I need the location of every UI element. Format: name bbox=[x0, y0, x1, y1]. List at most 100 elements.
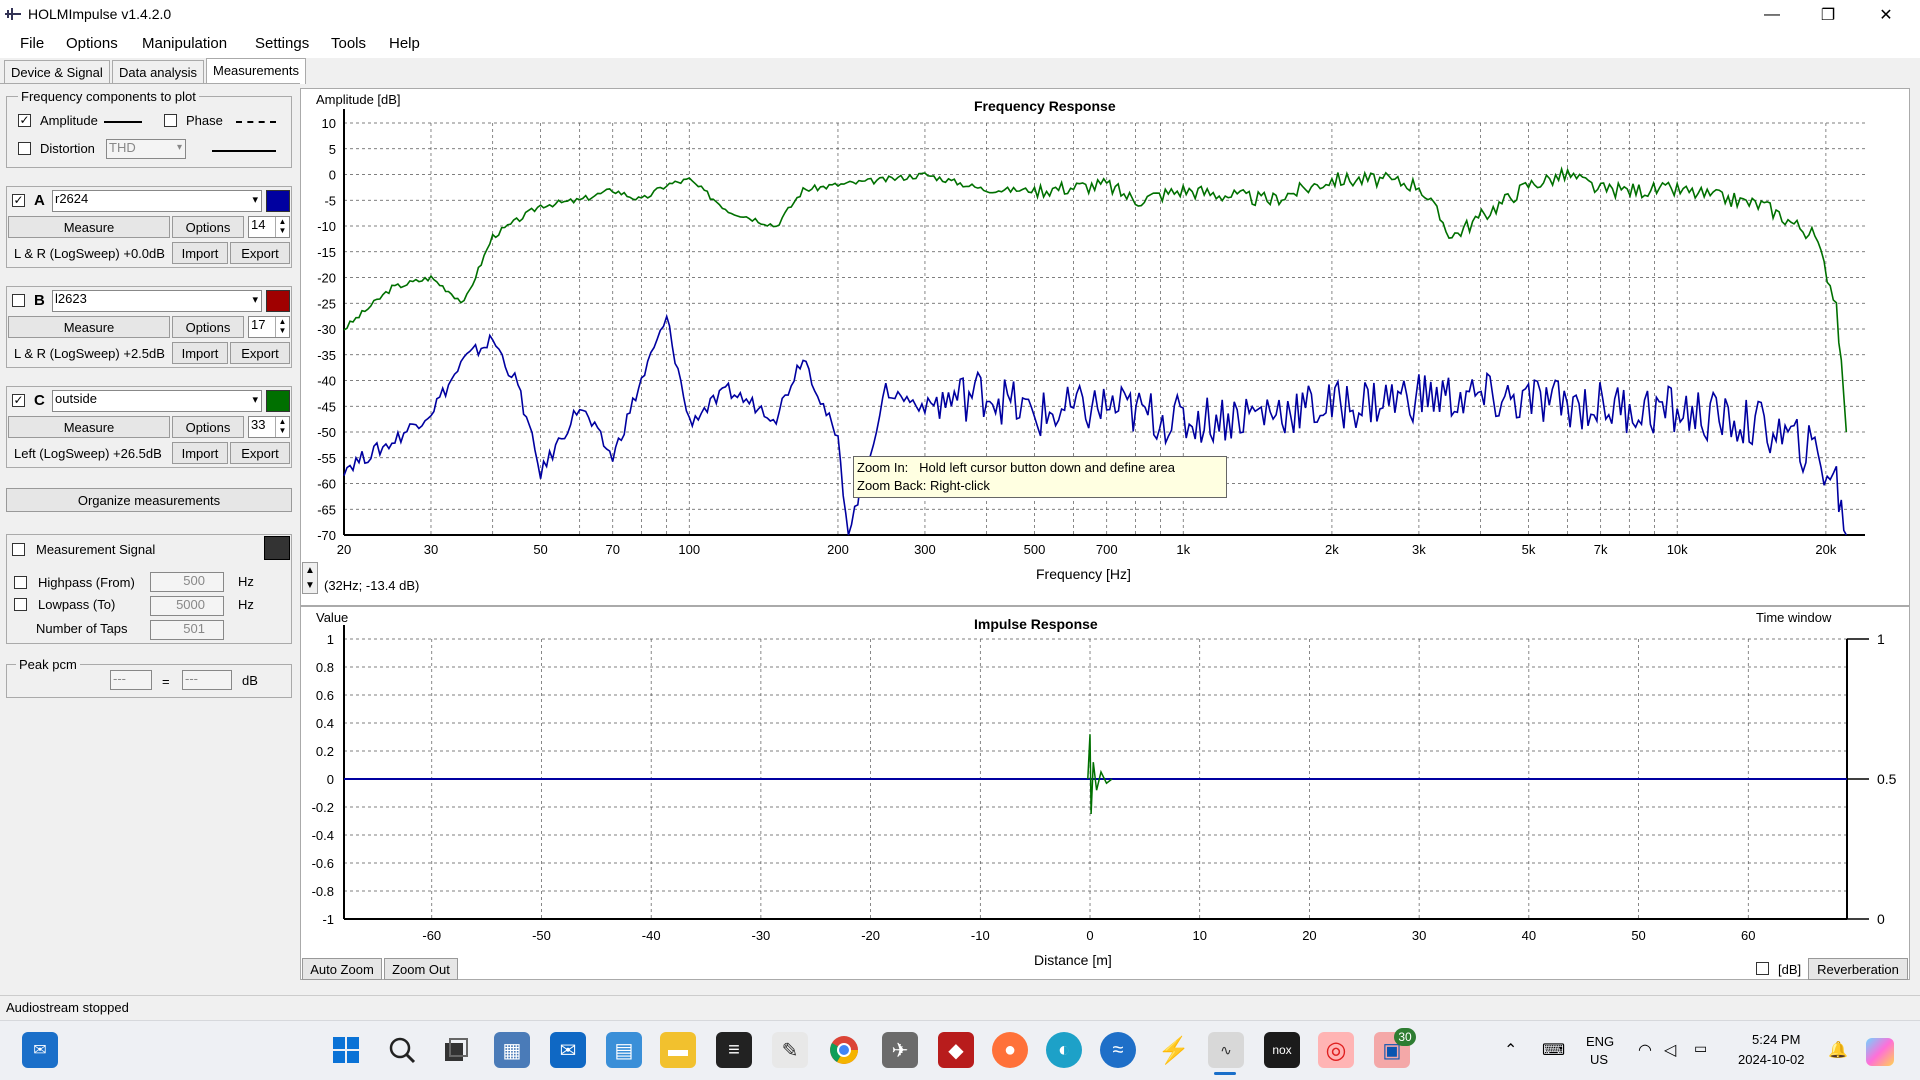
chevron-up-icon[interactable]: ⌃ bbox=[1504, 1042, 1518, 1059]
measurement-b-checkbox[interactable] bbox=[12, 294, 25, 307]
menu-file[interactable]: File bbox=[20, 35, 45, 52]
battery-icon[interactable]: ▭ bbox=[1694, 1040, 1708, 1056]
import-button[interactable]: Import bbox=[172, 342, 228, 364]
keyboard-icon[interactable]: ⌨ bbox=[1542, 1042, 1566, 1059]
highpass-checkbox[interactable] bbox=[14, 576, 27, 589]
calculator-icon[interactable]: ▦ bbox=[494, 1032, 530, 1068]
opera-icon[interactable]: ◎ bbox=[1318, 1032, 1354, 1068]
start-icon[interactable] bbox=[328, 1032, 364, 1068]
organize-measurements-button[interactable]: Organize measurements bbox=[6, 488, 292, 512]
impulse-response-chart[interactable]: -60 -50 -40 -30 -20 -10 0 10 20 30 40 50 6010.80.60.… bbox=[301, 607, 1909, 979]
copilot-icon[interactable] bbox=[1866, 1038, 1894, 1066]
tab-device-signal[interactable]: Device & Signal bbox=[4, 60, 110, 83]
measurement-spinner[interactable]: 14 ▲ ▼ bbox=[248, 216, 290, 238]
measurement-letter: A bbox=[34, 192, 45, 209]
menu-manipulation[interactable]: Manipulation bbox=[142, 35, 228, 52]
zoom-out-button[interactable]: Zoom Out bbox=[384, 958, 458, 980]
menu-bar: File Options Manipulation Settings Tools… bbox=[0, 30, 1920, 58]
db-label: [dB] bbox=[1778, 962, 1802, 977]
tab-data-analysis[interactable]: Data analysis bbox=[112, 60, 205, 83]
outlook-new-icon[interactable]: ✉ bbox=[550, 1032, 586, 1068]
firefox-icon[interactable]: ● bbox=[992, 1032, 1028, 1068]
measure-button[interactable]: Measure bbox=[8, 216, 170, 238]
lowpass-checkbox[interactable] bbox=[14, 598, 27, 611]
measure-button[interactable]: Measure bbox=[8, 316, 170, 338]
close-button[interactable]: ✕ bbox=[1879, 7, 1893, 24]
minimize-button[interactable]: — bbox=[1764, 6, 1780, 23]
phase-checkbox[interactable] bbox=[164, 114, 177, 127]
measurement-name-select[interactable]: l2623 ▾ bbox=[52, 290, 262, 312]
file-explorer-icon[interactable]: ▬ bbox=[660, 1032, 696, 1068]
spinner-arrows-icon[interactable]: ▲ ▼ bbox=[275, 217, 289, 237]
measurement-color-swatch[interactable] bbox=[266, 290, 290, 312]
search-icon[interactable] bbox=[384, 1032, 420, 1068]
auto-zoom-button[interactable]: Auto Zoom bbox=[302, 958, 382, 980]
menu-tools[interactable]: Tools bbox=[331, 35, 367, 52]
options-button[interactable]: Options bbox=[172, 216, 244, 238]
pdf-icon[interactable]: ◆ bbox=[938, 1032, 974, 1068]
export-button[interactable]: Export bbox=[230, 342, 290, 364]
highpass-input[interactable]: 500 bbox=[150, 572, 224, 592]
export-button[interactable]: Export bbox=[230, 242, 290, 264]
frequency-response-plot[interactable]: 10 5 0 -5 -10 -15 -20 -25 -30 -35 -40 -45 -50 -55 -60-… bbox=[300, 88, 1910, 606]
app-bird-icon[interactable]: ✈ bbox=[882, 1032, 918, 1068]
tooltip-line-1: Zoom In: Hold left cursor button down an… bbox=[857, 460, 1175, 475]
clock-time[interactable]: 5:24 PM bbox=[1752, 1032, 1801, 1047]
outlook-icon[interactable]: ✉ bbox=[22, 1032, 58, 1068]
amplitude-checkbox[interactable]: ✓ bbox=[18, 113, 31, 127]
menu-settings[interactable]: Settings bbox=[255, 35, 310, 52]
wifi-icon[interactable]: ◠ bbox=[1638, 1042, 1652, 1059]
measurement-c-checkbox[interactable]: ✓ bbox=[12, 393, 25, 407]
distortion-select[interactable]: THD ▾ bbox=[106, 139, 186, 159]
measurement-name-select[interactable]: r2624 ▾ bbox=[52, 190, 262, 212]
tab-measurements[interactable]: Measurements bbox=[206, 58, 306, 84]
fr-y-tick-label: -30 bbox=[317, 322, 336, 337]
cursor-spinner[interactable]: ▲ ▼ bbox=[302, 562, 318, 594]
frequency-response-chart[interactable]: 1050-5-10-15-20-25-30-35-40-45-50-55-60-… bbox=[301, 89, 1909, 605]
tooltip-line-2: Zoom Back: Right-click bbox=[857, 478, 990, 493]
notification-bell-icon[interactable]: 🔔 bbox=[1828, 1042, 1848, 1059]
measurement-color-swatch[interactable] bbox=[266, 190, 290, 212]
spinner-arrows-icon[interactable]: ▲ ▼ bbox=[275, 317, 289, 337]
measure-button[interactable]: Measure bbox=[8, 416, 170, 438]
nox-icon[interactable]: nox bbox=[1264, 1032, 1300, 1068]
export-button[interactable]: Export bbox=[230, 442, 290, 464]
import-button[interactable]: Import bbox=[172, 442, 228, 464]
measurement-color-swatch[interactable] bbox=[266, 390, 290, 412]
volume-icon[interactable]: ◁ bbox=[1664, 1042, 1677, 1059]
lang-label[interactable]: ENG bbox=[1586, 1034, 1615, 1049]
sync-icon[interactable]: ≈ bbox=[1100, 1032, 1136, 1068]
spinner-arrows-icon[interactable]: ▲ ▼ bbox=[275, 417, 289, 437]
taps-input[interactable]: 501 bbox=[150, 620, 224, 640]
task-view-icon[interactable] bbox=[438, 1032, 474, 1068]
options-button[interactable]: Options bbox=[172, 416, 244, 438]
measurement-a-checkbox[interactable]: ✓ bbox=[12, 193, 25, 207]
clock-date[interactable]: 2024-10-02 bbox=[1738, 1052, 1805, 1067]
paint-icon[interactable]: ✎ bbox=[772, 1032, 808, 1068]
edge-icon[interactable]: ◐ bbox=[1046, 1032, 1082, 1068]
measurement-spinner[interactable]: 17 ▲ ▼ bbox=[248, 316, 290, 338]
signal-color-swatch[interactable] bbox=[264, 536, 290, 560]
lightning-icon[interactable]: ⚡ bbox=[1157, 1034, 1191, 1065]
measurement-signal-checkbox[interactable] bbox=[12, 543, 25, 556]
chrome-icon[interactable] bbox=[826, 1032, 862, 1068]
distortion-checkbox[interactable] bbox=[18, 142, 31, 155]
region-label[interactable]: US bbox=[1590, 1052, 1609, 1067]
measurement-spinner[interactable]: 33 ▲ ▼ bbox=[248, 416, 290, 438]
options-button[interactable]: Options bbox=[172, 316, 244, 338]
peak-label: Peak pcm bbox=[16, 657, 80, 672]
import-button[interactable]: Import bbox=[172, 242, 228, 264]
notepad-icon[interactable]: ▤ bbox=[606, 1032, 642, 1068]
distortion-line-sample bbox=[212, 150, 276, 152]
terminal-icon[interactable]: ≡ bbox=[716, 1032, 752, 1068]
impulse-response-plot[interactable]: -60 -50 -40 -30 -20 -10 0 10 20 30 40 50 60 1 0.8 0.6 0.… bbox=[300, 606, 1910, 980]
menu-options[interactable]: Options bbox=[66, 35, 118, 52]
reverberation-button[interactable]: Reverberation bbox=[1808, 958, 1908, 980]
maximize-button[interactable]: ❐ bbox=[1820, 7, 1836, 24]
db-checkbox[interactable] bbox=[1756, 962, 1769, 975]
fr-x-tick-label: 200 bbox=[827, 542, 849, 557]
menu-help[interactable]: Help bbox=[389, 35, 420, 52]
lowpass-input[interactable]: 5000 bbox=[150, 596, 224, 616]
measurement-name-select[interactable]: outside ▾ bbox=[52, 390, 262, 412]
holmimpulse-taskbar-icon[interactable]: ∿ bbox=[1208, 1032, 1244, 1068]
